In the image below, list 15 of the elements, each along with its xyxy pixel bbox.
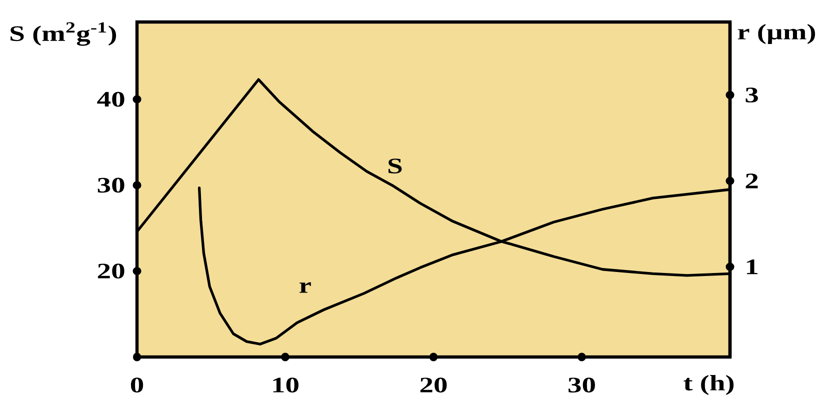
- series-label: r: [300, 282, 311, 293]
- y2-tick-label: 1: [746, 260, 758, 274]
- x-axis-title: t (h): [684, 375, 734, 395]
- y-tick-label: 20: [98, 264, 124, 279]
- x-tick-label: 20: [420, 378, 447, 392]
- y-axis-title: S (m$^{2}$g$^{-1}$): [10, 22, 116, 46]
- x-tick-label: 0: [130, 378, 144, 392]
- y-tick-label: 30: [98, 178, 124, 193]
- series-label: S: [388, 158, 402, 174]
- x-tick-label: 30: [568, 378, 595, 392]
- y2-axis-title: r (µm): [738, 24, 815, 44]
- x-tick-label: 10: [273, 378, 298, 392]
- y2-tick-label: 2: [746, 174, 758, 188]
- y-tick-label: 40: [97, 92, 124, 107]
- y2-tick-label: 3: [746, 88, 758, 102]
